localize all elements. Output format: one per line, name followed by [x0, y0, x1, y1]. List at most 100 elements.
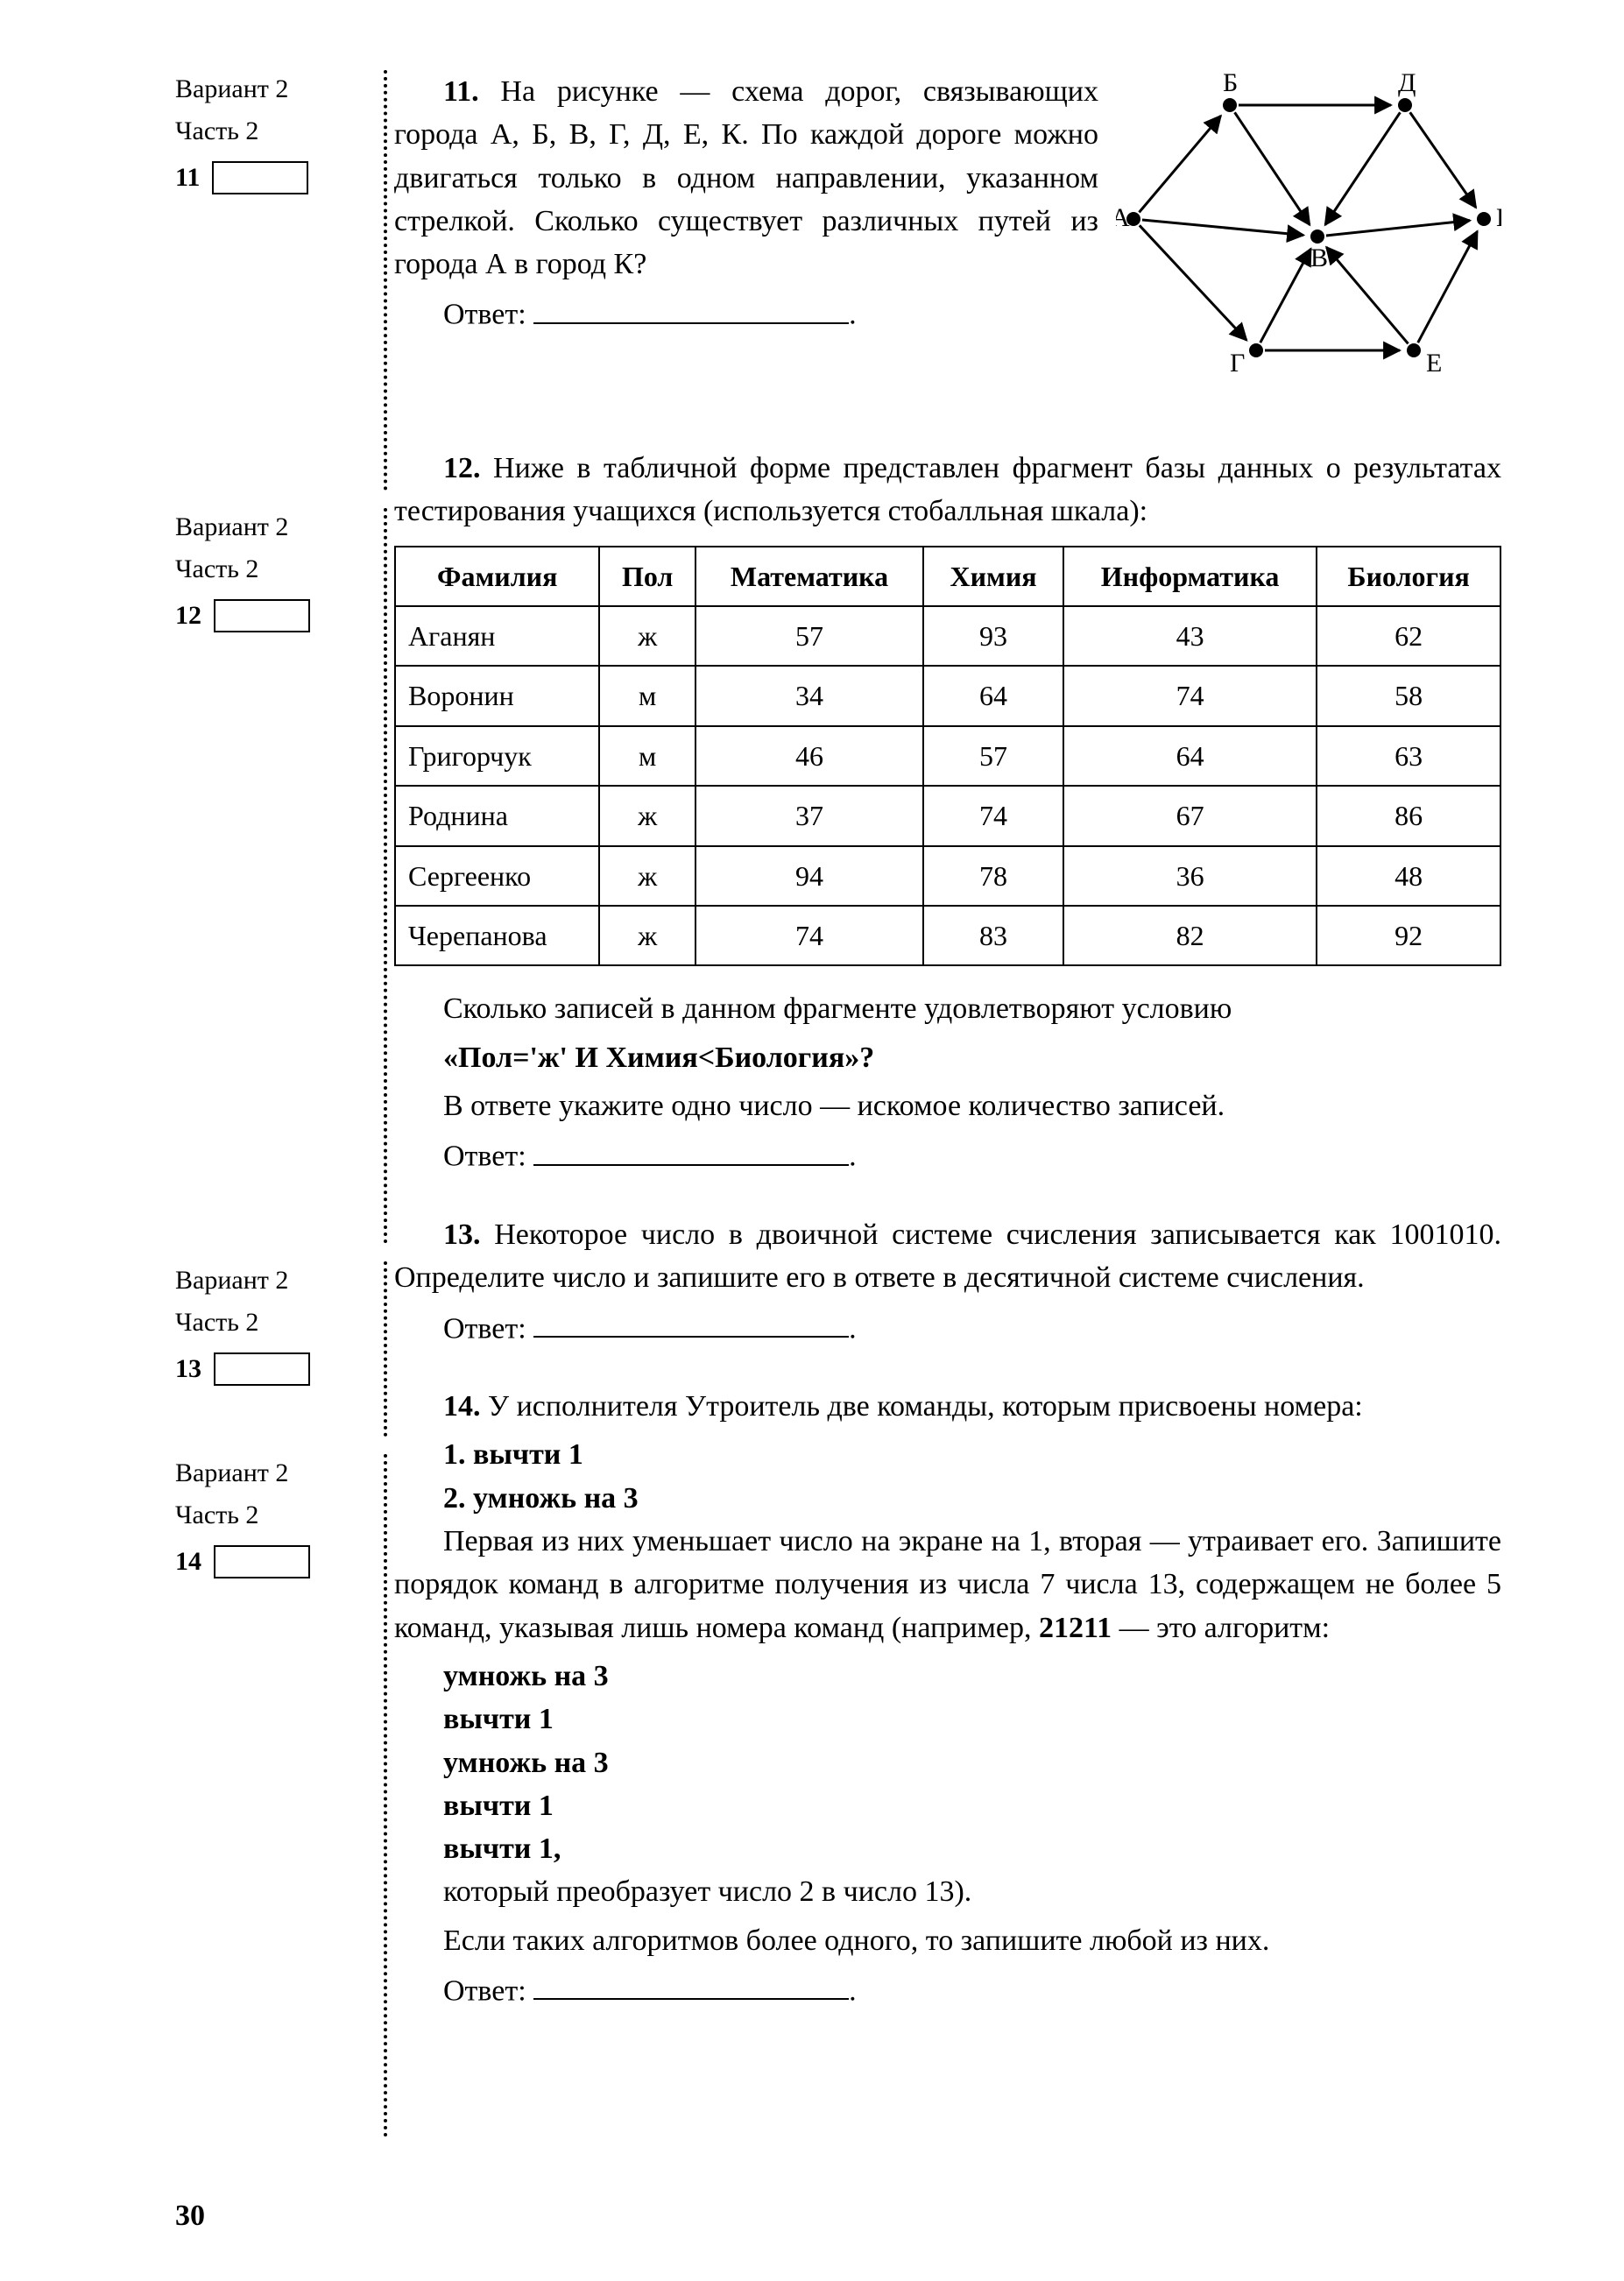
- task-13-text: 13. Некоторое число в двоичной системе с…: [394, 1213, 1501, 1300]
- dotted-separator: [384, 70, 387, 491]
- table-cell: Черепанова: [395, 906, 599, 965]
- dotted-separator: [384, 1261, 387, 1437]
- table-cell: 86: [1317, 786, 1500, 845]
- table-header-cell: Фамилия: [395, 547, 599, 606]
- table-cell: Аганян: [395, 606, 599, 666]
- algorithm-step: вычти 1,: [443, 1827, 1501, 1870]
- table-cell: 78: [923, 846, 1063, 906]
- table-cell: Роднина: [395, 786, 599, 845]
- task-12: 12. Ниже в табличной форме представлен ф…: [394, 447, 1501, 1178]
- table-row: Воронинм34647458: [395, 666, 1500, 725]
- graph-node: [1477, 212, 1491, 226]
- task-num: 11.: [443, 75, 479, 108]
- table-cell: ж: [599, 906, 695, 965]
- table-cell: 34: [695, 666, 923, 725]
- p1b: 21211: [1039, 1612, 1112, 1644]
- task-14-intro: 14. У исполнителя Утроитель две команды,…: [394, 1385, 1501, 1428]
- table-row: Григорчукм46576463: [395, 726, 1500, 786]
- graph-node-label: Д: [1398, 70, 1416, 97]
- part-label: Часть 2: [175, 550, 350, 589]
- graph-node: [1223, 98, 1237, 112]
- table-cell: м: [599, 726, 695, 786]
- task-num: 12.: [443, 452, 481, 484]
- answer-row-14: Ответ: .: [394, 1967, 1501, 2013]
- question-number: 11: [175, 159, 200, 197]
- table-header-cell: Пол: [599, 547, 695, 606]
- algorithm-step: вычти 1: [443, 1784, 1501, 1827]
- algorithm-step: вычти 1: [443, 1698, 1501, 1741]
- cmd-1: 1. вычти 1: [443, 1433, 1501, 1476]
- sidebar-q13: Вариант 2 Часть 2 13: [175, 1261, 350, 1388]
- roads-graph: АБВГДЕК: [1116, 70, 1501, 403]
- table-cell: 74: [695, 906, 923, 965]
- answer-blank-12[interactable]: [533, 1133, 849, 1165]
- table-cell: 48: [1317, 846, 1500, 906]
- graph-node-label: Е: [1426, 349, 1442, 378]
- answer-blank-11[interactable]: [533, 291, 849, 323]
- graph-edge: [1410, 112, 1476, 208]
- table-cell: 94: [695, 846, 923, 906]
- table-cell: 57: [695, 606, 923, 666]
- part-label: Часть 2: [175, 1496, 350, 1535]
- dotted-separator: [384, 508, 387, 1244]
- table-header-row: ФамилияПолМатематикаХимияИнформатикаБиол…: [395, 547, 1500, 606]
- graph-edge: [1326, 247, 1408, 343]
- question-number: 14: [175, 1543, 201, 1581]
- answer-box-13[interactable]: [214, 1352, 310, 1386]
- answer-box-11[interactable]: [212, 161, 308, 194]
- variant-label: Вариант 2: [175, 1261, 350, 1300]
- answer-box-14[interactable]: [214, 1545, 310, 1578]
- table-cell: ж: [599, 846, 695, 906]
- answer-label: Ответ:: [443, 1312, 526, 1345]
- graph-node-label: Б: [1223, 70, 1238, 97]
- task-13: 13. Некоторое число в двоичной системе с…: [394, 1213, 1501, 1350]
- task-num: 14.: [443, 1390, 481, 1423]
- task-body: У исполнителя Утроитель две команды, кот…: [488, 1390, 1363, 1423]
- question-number: 13: [175, 1350, 201, 1388]
- students-table: ФамилияПолМатематикаХимияИнформатикаБиол…: [394, 546, 1501, 967]
- graph-node-label: К: [1496, 203, 1501, 232]
- graph-edge: [1140, 225, 1246, 340]
- table-cell: ж: [599, 786, 695, 845]
- table-cell: 92: [1317, 906, 1500, 965]
- table-header-cell: Информатика: [1063, 547, 1317, 606]
- table-cell: 57: [923, 726, 1063, 786]
- task-body: Ниже в табличной форме представлен фрагм…: [394, 452, 1501, 527]
- task-body: Некоторое число в двоичной системе счисл…: [394, 1218, 1501, 1294]
- table-cell: 83: [923, 906, 1063, 965]
- task-body: На рисунке — схема дорог, связывающих го…: [394, 75, 1098, 280]
- table-cell: 36: [1063, 846, 1317, 906]
- part-label: Часть 2: [175, 1303, 350, 1342]
- table-cell: 37: [695, 786, 923, 845]
- part-label: Часть 2: [175, 112, 350, 151]
- table-cell: 64: [1063, 726, 1317, 786]
- graph-node: [1398, 98, 1412, 112]
- table-cell: 43: [1063, 606, 1317, 666]
- table-cell: 58: [1317, 666, 1500, 725]
- task-14-p1: Первая из них уменьшает число на экране …: [394, 1520, 1501, 1649]
- command-definitions: 1. вычти 1 2. умножь на 3: [443, 1433, 1501, 1520]
- variant-label: Вариант 2: [175, 1454, 350, 1493]
- table-cell: 82: [1063, 906, 1317, 965]
- table-header-cell: Биология: [1317, 547, 1500, 606]
- main-column: АБВГДЕК 11. На рисунке — схема дорог, св…: [394, 70, 1501, 2013]
- table-row: Роднинаж37746786: [395, 786, 1500, 845]
- graph-edge: [1235, 112, 1310, 224]
- table-row: Черепановаж74838292: [395, 906, 1500, 965]
- answer-blank-14[interactable]: [533, 1967, 849, 2000]
- page-number: 30: [175, 2194, 205, 2237]
- cmd-2: 2. умножь на 3: [443, 1477, 1501, 1520]
- graph-edge: [1260, 249, 1311, 343]
- answer-box-12[interactable]: [214, 599, 310, 632]
- answer-blank-13[interactable]: [533, 1305, 849, 1338]
- table-cell: 46: [695, 726, 923, 786]
- answer-row-12: Ответ: .: [394, 1133, 1501, 1178]
- answer-label: Ответ:: [443, 1974, 526, 2007]
- table-cell: ж: [599, 606, 695, 666]
- graph-node: [1249, 343, 1263, 357]
- answer-label: Ответ:: [443, 299, 526, 331]
- table-cell: 67: [1063, 786, 1317, 845]
- algorithm-step: умножь на 3: [443, 1655, 1501, 1698]
- table-cell: Воронин: [395, 666, 599, 725]
- graph-node: [1310, 230, 1324, 244]
